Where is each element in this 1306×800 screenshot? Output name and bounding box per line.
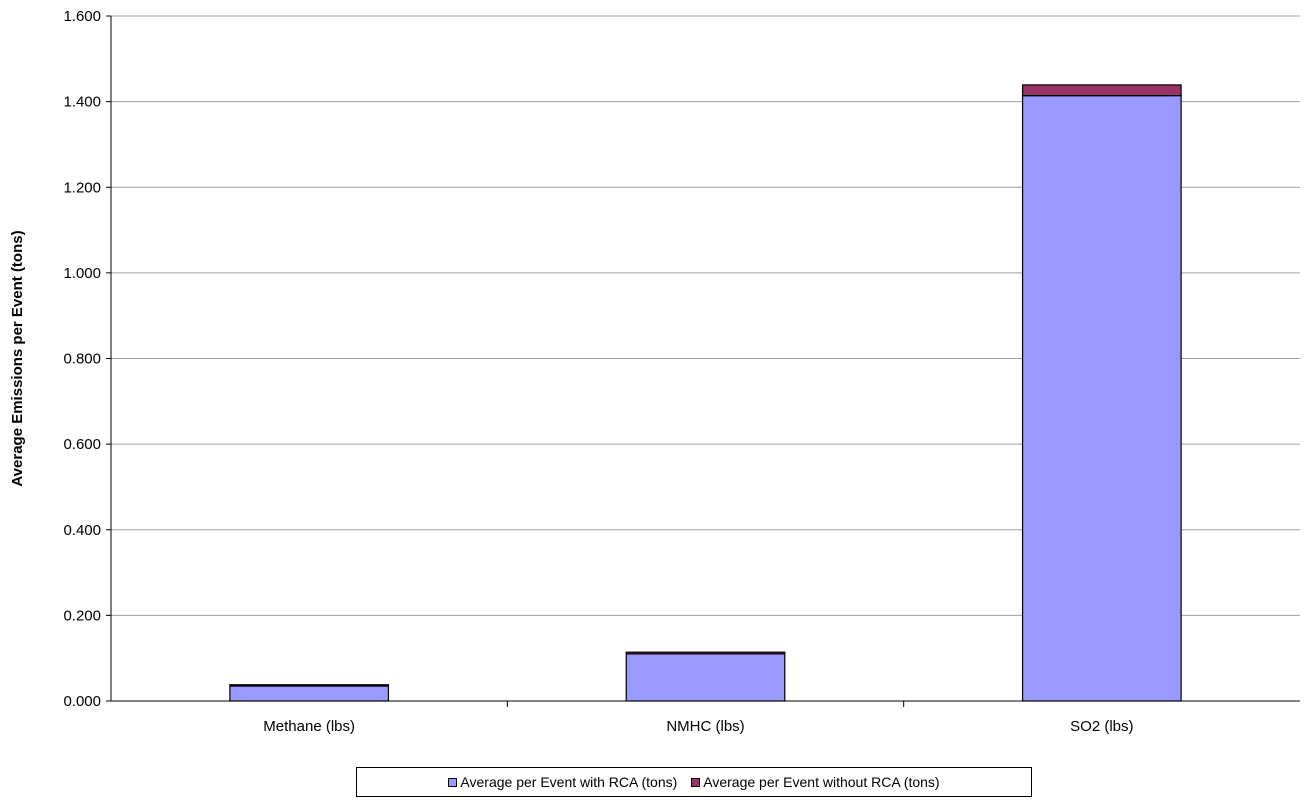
bar-without-rca xyxy=(625,651,786,655)
bars xyxy=(229,84,1182,702)
y-tick-label: 1.400 xyxy=(63,94,101,111)
legend-label-with-rca: Average per Event with RCA (tons) xyxy=(460,774,678,790)
x-tick-label: NMHC (lbs) xyxy=(666,718,744,735)
legend: Average per Event with RCA (tons) Averag… xyxy=(356,767,1032,797)
x-tick-labels: Methane (lbs) NMHC (lbs) SO2 (lbs) xyxy=(263,701,1134,735)
bar-with-rca xyxy=(625,653,786,702)
legend-entry-with-rca: Average per Event with RCA (tons) xyxy=(448,774,677,790)
y-tick-label: 1.200 xyxy=(63,179,101,196)
y-tick-label: 0.800 xyxy=(63,351,101,368)
bar-with-rca xyxy=(1021,95,1182,702)
y-tick-label: 0.600 xyxy=(63,436,101,453)
bar-without-rca xyxy=(229,684,390,687)
legend-swatch-without-rca xyxy=(691,777,701,787)
gridlines xyxy=(111,15,1300,616)
legend-entry-without-rca: Average per Event without RCA (tons) xyxy=(691,774,940,790)
y-tick-label: 0.000 xyxy=(63,693,101,710)
y-tick-label: 1.000 xyxy=(63,265,101,282)
legend-swatch-with-rca xyxy=(448,777,458,787)
y-axis-title: Average Emissions per Event (tons) xyxy=(9,230,26,486)
bar-with-rca xyxy=(229,685,390,702)
y-tick-label: 0.400 xyxy=(63,522,101,539)
x-tick-label: Methane (lbs) xyxy=(263,718,355,735)
y-tick-labels: 0.000 0.200 0.400 0.600 0.800 1.000 1.200 1.400… xyxy=(63,8,111,710)
x-tick-label: SO2 (lbs) xyxy=(1070,718,1133,735)
y-tick-label: 0.200 xyxy=(63,607,101,624)
bar-without-rca xyxy=(1021,84,1182,97)
legend-label-without-rca: Average per Event without RCA (tons) xyxy=(703,774,940,790)
chart-canvas: 0.000 0.200 0.400 0.600 0.800 1.000 1.200 1.400… xyxy=(9,8,1300,735)
y-tick-label: 1.600 xyxy=(63,8,101,25)
